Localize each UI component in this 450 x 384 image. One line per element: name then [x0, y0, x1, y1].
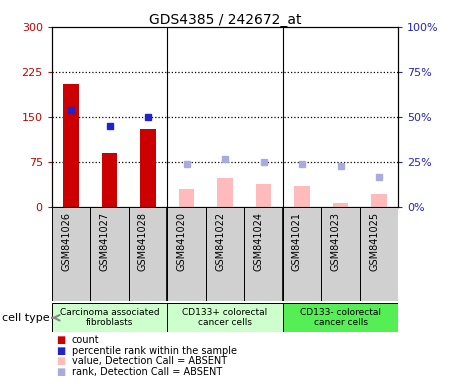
Text: ■: ■ [56, 367, 66, 377]
Text: ■: ■ [56, 335, 66, 345]
Bar [140, 129, 156, 207]
Text: ■: ■ [56, 356, 66, 366]
Text: GSM841023: GSM841023 [330, 212, 341, 271]
Bar [256, 184, 271, 207]
Text: rank, Detection Call = ABSENT: rank, Detection Call = ABSENT [72, 367, 222, 377]
Text: GSM841028: GSM841028 [138, 212, 148, 271]
Text: GSM841025: GSM841025 [369, 212, 379, 271]
Bar [52, 207, 90, 301]
Text: count: count [72, 335, 99, 345]
Bar [333, 202, 348, 207]
Bar [167, 207, 206, 301]
Bar [129, 207, 167, 301]
Text: GSM841026: GSM841026 [61, 212, 71, 271]
Text: GSM841027: GSM841027 [99, 212, 109, 271]
Text: GSM841021: GSM841021 [292, 212, 302, 271]
Bar [167, 303, 283, 332]
Bar [90, 207, 129, 301]
Text: GSM841024: GSM841024 [253, 212, 264, 271]
Bar [283, 207, 321, 301]
Bar [321, 207, 360, 301]
Bar [63, 84, 79, 207]
Bar [206, 207, 244, 301]
Bar [179, 189, 194, 207]
Text: GDS4385 / 242672_at: GDS4385 / 242672_at [149, 13, 301, 27]
Text: value, Detection Call = ABSENT: value, Detection Call = ABSENT [72, 356, 227, 366]
Text: GSM841020: GSM841020 [176, 212, 186, 271]
Bar [102, 153, 117, 207]
Text: Carcinoma associated
fibroblasts: Carcinoma associated fibroblasts [60, 308, 159, 328]
Text: CD133- colorectal
cancer cells: CD133- colorectal cancer cells [300, 308, 381, 328]
Bar [217, 179, 233, 207]
Text: GSM841022: GSM841022 [215, 212, 225, 271]
Text: cell type: cell type [2, 313, 50, 323]
Text: percentile rank within the sample: percentile rank within the sample [72, 346, 237, 356]
Text: CD133+ colorectal
cancer cells: CD133+ colorectal cancer cells [182, 308, 268, 328]
Bar [283, 303, 398, 332]
Bar [294, 186, 310, 207]
Bar [371, 194, 387, 207]
Bar [52, 303, 167, 332]
Text: ■: ■ [56, 346, 66, 356]
Bar [360, 207, 398, 301]
Bar [244, 207, 283, 301]
